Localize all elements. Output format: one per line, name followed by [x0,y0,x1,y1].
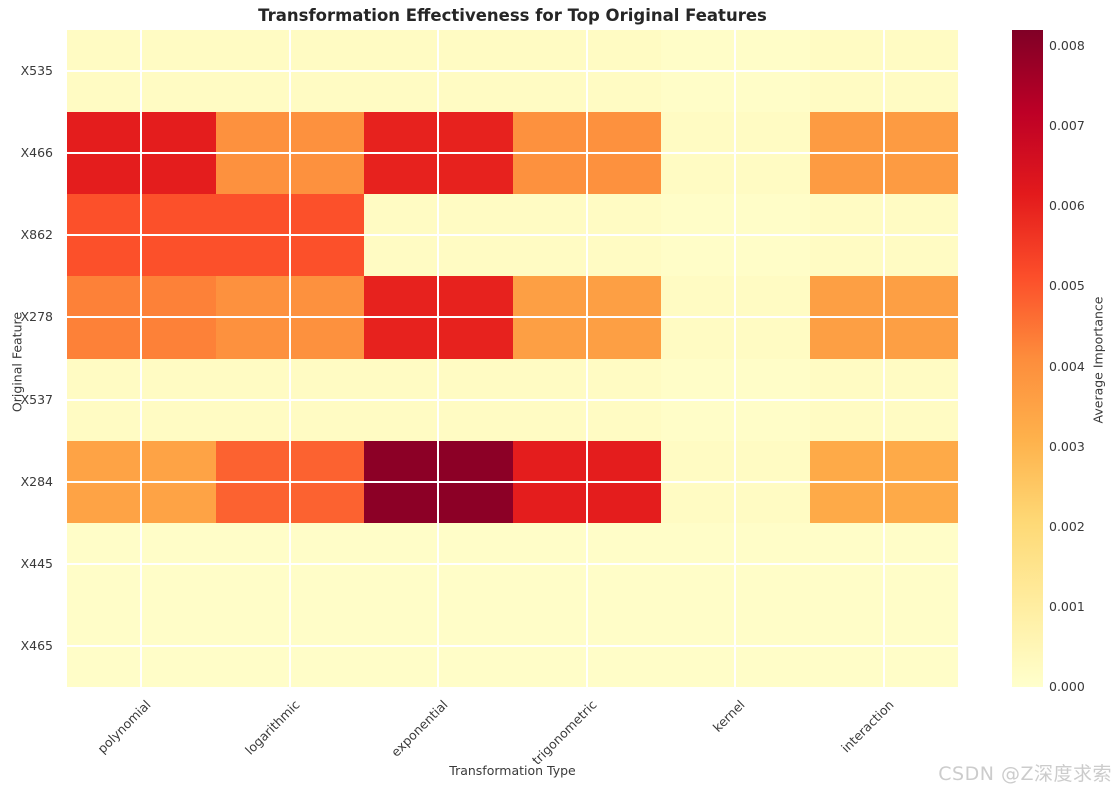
colorbar-tick-label: 0.007 [1049,118,1085,134]
heatmap-cell [809,30,958,113]
heatmap-cell [364,358,513,441]
heatmap-cell [215,358,364,441]
colorbar-tick-label: 0.003 [1049,438,1085,454]
heatmap-cell [364,440,513,523]
colorbar-tick-label: 0.002 [1049,518,1085,534]
heatmap-cell [809,358,958,441]
heatmap-cell [809,112,958,195]
y-tick-label: X465 [20,637,53,653]
y-tick-label: X278 [20,309,53,325]
heatmap-cell [809,440,958,523]
heatmap-cell [67,112,216,195]
heatmap-cell [364,112,513,195]
heatmap-cell [661,440,810,523]
colorbar-tick-label: 0.001 [1049,598,1085,614]
y-tick-label: X537 [20,391,53,407]
heatmap-cell [661,194,810,277]
heatmap-cell [661,358,810,441]
heatmap-cell [215,604,364,687]
colorbar-tick-label: 0.006 [1049,198,1085,214]
x-tick-label: interaction [837,697,897,756]
heatmap-cell [809,604,958,687]
heatmap-cell [364,276,513,359]
heatmap-cell [661,112,810,195]
heatmap-cell [661,276,810,359]
heatmap-cell [809,276,958,359]
heatmap-cell [67,276,216,359]
x-axis-title: Transformation Type [449,763,576,778]
heatmap-cell [512,276,661,359]
heatmap-cell [512,358,661,441]
heatmap-cell [512,522,661,605]
chart-title: Transformation Effectiveness for Top Ori… [258,6,767,25]
heatmap-cell [364,194,513,277]
x-tick-label: polynomial [94,697,154,757]
heatmap-cell [512,440,661,523]
y-tick-label: X862 [20,227,53,243]
heatmap-cell [661,604,810,687]
heatmap-cell [215,112,364,195]
heatmap-cells [67,30,958,687]
colorbar-tick-label: 0.008 [1049,38,1085,54]
heatmap-cell [215,194,364,277]
colorbar-tick-label: 0.005 [1049,278,1085,294]
heatmap-cell [67,194,216,277]
heatmap-plot-area [67,30,958,687]
heatmap-cell [364,604,513,687]
heatmap-cell [67,358,216,441]
x-tick-label: exponential [388,697,451,760]
y-axis-title: Original Feature [9,311,25,413]
heatmap-cell [809,522,958,605]
y-tick-label: X535 [20,63,53,79]
heatmap-cell [364,522,513,605]
heatmap-cell [512,112,661,195]
heatmap-cell [67,30,216,113]
colorbar-title: Average Importance [1090,296,1106,424]
heatmap-cell [67,440,216,523]
heatmap-cell [215,30,364,113]
x-tick-label: logarithmic [241,697,303,758]
colorbar [1012,30,1043,687]
x-tick-label: trigonometric [528,697,600,768]
heatmap-cell [67,604,216,687]
watermark: CSDN @Z深度求索 [938,763,1112,785]
heatmap-cell [809,194,958,277]
heatmap-cell [215,276,364,359]
heatmap-cell [512,30,661,113]
heatmap-cell [661,30,810,113]
y-tick-label: X284 [20,473,53,489]
y-tick-label: X466 [20,145,53,161]
colorbar-tick-label: 0.000 [1049,679,1085,694]
colorbar-tick-label: 0.004 [1049,358,1085,374]
y-tick-label: X445 [20,555,53,571]
x-tick-label: kernel [710,697,748,735]
heatmap-cell [661,522,810,605]
heatmap-cell [512,604,661,687]
heatmap-cell [215,522,364,605]
heatmap-cell [512,194,661,277]
heatmap-cell [364,30,513,113]
heatmap-cell [67,522,216,605]
heatmap-cell [215,440,364,523]
